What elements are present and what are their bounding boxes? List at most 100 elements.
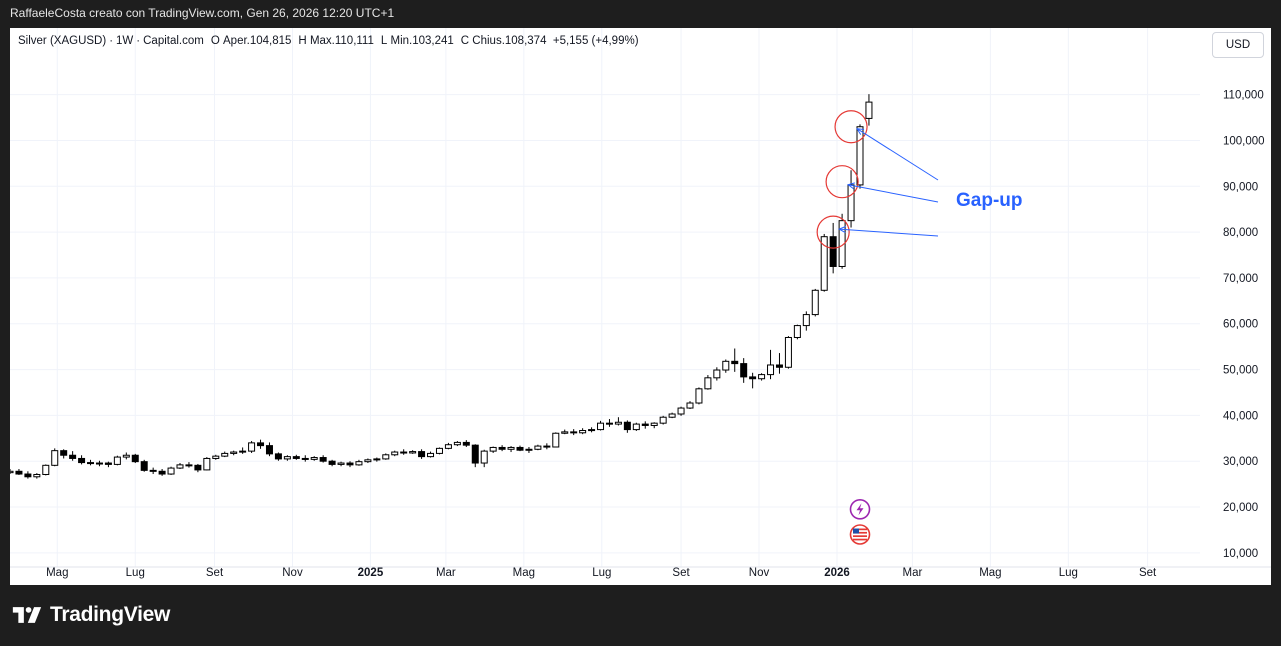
candle-body: [623, 421, 631, 431]
candle: [775, 353, 783, 374]
flag-canton: [853, 528, 859, 534]
us-flag-icon[interactable]: [849, 524, 871, 545]
candle: [579, 428, 587, 435]
candle: [605, 419, 613, 427]
y-tick-label: 90,000: [1223, 181, 1258, 193]
candle-body: [704, 377, 712, 390]
candle: [203, 457, 211, 471]
high-value: Max.110,111: [309, 35, 374, 47]
y-tick-label: 20,000: [1223, 502, 1258, 514]
x-tick-label: Lug: [1059, 567, 1078, 579]
gap-up-arrowhead: [838, 226, 846, 234]
candle: [650, 422, 658, 429]
candle-body: [355, 461, 363, 466]
candle: [498, 445, 506, 452]
candle-body: [346, 462, 354, 466]
candle-body: [149, 469, 157, 472]
x-tick-label: Mar: [436, 567, 456, 579]
candle: [176, 463, 184, 469]
symbol-legend: Silver (XAGUSD) · 1W · Capital.com O Aper.104…: [18, 35, 639, 47]
candle-body: [695, 388, 703, 404]
close-value: Chius.108,374: [472, 35, 547, 47]
y-axis: 10,000 20,000 30,000 40,000 50,000 60,000 70,0…: [1223, 90, 1265, 560]
candle-body: [480, 450, 488, 464]
candle: [704, 375, 712, 390]
candle: [60, 449, 68, 459]
y-tick-label: 80,000: [1223, 227, 1258, 239]
candle: [283, 455, 291, 461]
candle-body: [292, 456, 300, 459]
candle-body: [758, 374, 766, 380]
currency-button[interactable]: USD: [1212, 32, 1264, 58]
candle-body: [525, 448, 533, 451]
tradingview-brand[interactable]: TradingView: [12, 603, 170, 627]
candle-body: [319, 457, 327, 462]
candle-body: [641, 423, 649, 426]
y-tick-label: 60,000: [1223, 319, 1258, 331]
candle-body: [856, 126, 864, 186]
candle: [847, 170, 855, 228]
candle: [525, 446, 533, 453]
candle-body: [10, 470, 14, 474]
candle-body: [15, 470, 23, 475]
candle: [418, 449, 426, 459]
candle: [328, 459, 336, 467]
candle-body: [498, 446, 506, 450]
candle-body: [24, 473, 32, 478]
gap-up-circle: [825, 165, 859, 199]
candle: [400, 449, 408, 455]
candle: [632, 422, 640, 431]
candle-body: [33, 473, 41, 478]
candle: [274, 452, 282, 461]
candle: [802, 311, 810, 331]
candle: [767, 349, 775, 380]
candle-body: [775, 364, 783, 368]
candle-body: [471, 444, 479, 464]
candle: [33, 473, 41, 479]
candle-body: [453, 441, 461, 446]
candle: [793, 324, 801, 340]
candle: [42, 464, 50, 476]
candle-body: [713, 369, 721, 379]
candle-body: [373, 458, 381, 461]
candle-body: [95, 462, 103, 465]
candle: [140, 459, 148, 472]
change-value: +5,155 (+4,99%): [552, 35, 639, 47]
flag-stripe: [853, 535, 867, 538]
x-tick-label: 2025: [358, 567, 384, 579]
candle-body: [784, 336, 792, 368]
y-tick-label: 70,000: [1223, 273, 1258, 285]
candle-body: [605, 422, 613, 425]
flag-icon-ring: [849, 524, 871, 545]
gap-up-arrow: [839, 228, 939, 237]
candle: [51, 448, 59, 467]
candle-body: [614, 421, 622, 425]
candle: [614, 417, 622, 426]
candle-body: [579, 430, 587, 434]
candle: [686, 401, 694, 409]
candles: [10, 94, 873, 479]
lightning-icon[interactable]: [849, 499, 871, 520]
candle-body: [391, 451, 399, 456]
x-tick-label: Mag: [46, 567, 68, 579]
candle: [588, 427, 596, 433]
y-tick-label: 50,000: [1223, 365, 1258, 377]
price-chart[interactable]: Gap-up 10,000 20,000 30,000 40,000 50,000 60,…: [10, 28, 1271, 585]
gap-up-circle: [834, 110, 868, 144]
candle: [346, 461, 354, 468]
candle: [489, 446, 497, 453]
candle-body: [650, 422, 658, 426]
symbol-name[interactable]: Silver (XAGUSD): [18, 35, 107, 47]
low-key: L: [380, 35, 388, 47]
candle-body: [668, 413, 676, 418]
chart-panel[interactable]: Gap-up 10,000 20,000 30,000 40,000 50,000 60,…: [10, 28, 1271, 585]
candle: [391, 450, 399, 457]
candle: [69, 451, 77, 461]
candle: [221, 451, 229, 458]
candle-body: [597, 422, 605, 431]
candle-body: [427, 452, 435, 458]
lightning-bolt: [856, 503, 864, 516]
interval-label[interactable]: 1W: [116, 35, 134, 47]
candle: [292, 454, 300, 460]
tradingview-wordmark: TradingView: [50, 603, 171, 626]
